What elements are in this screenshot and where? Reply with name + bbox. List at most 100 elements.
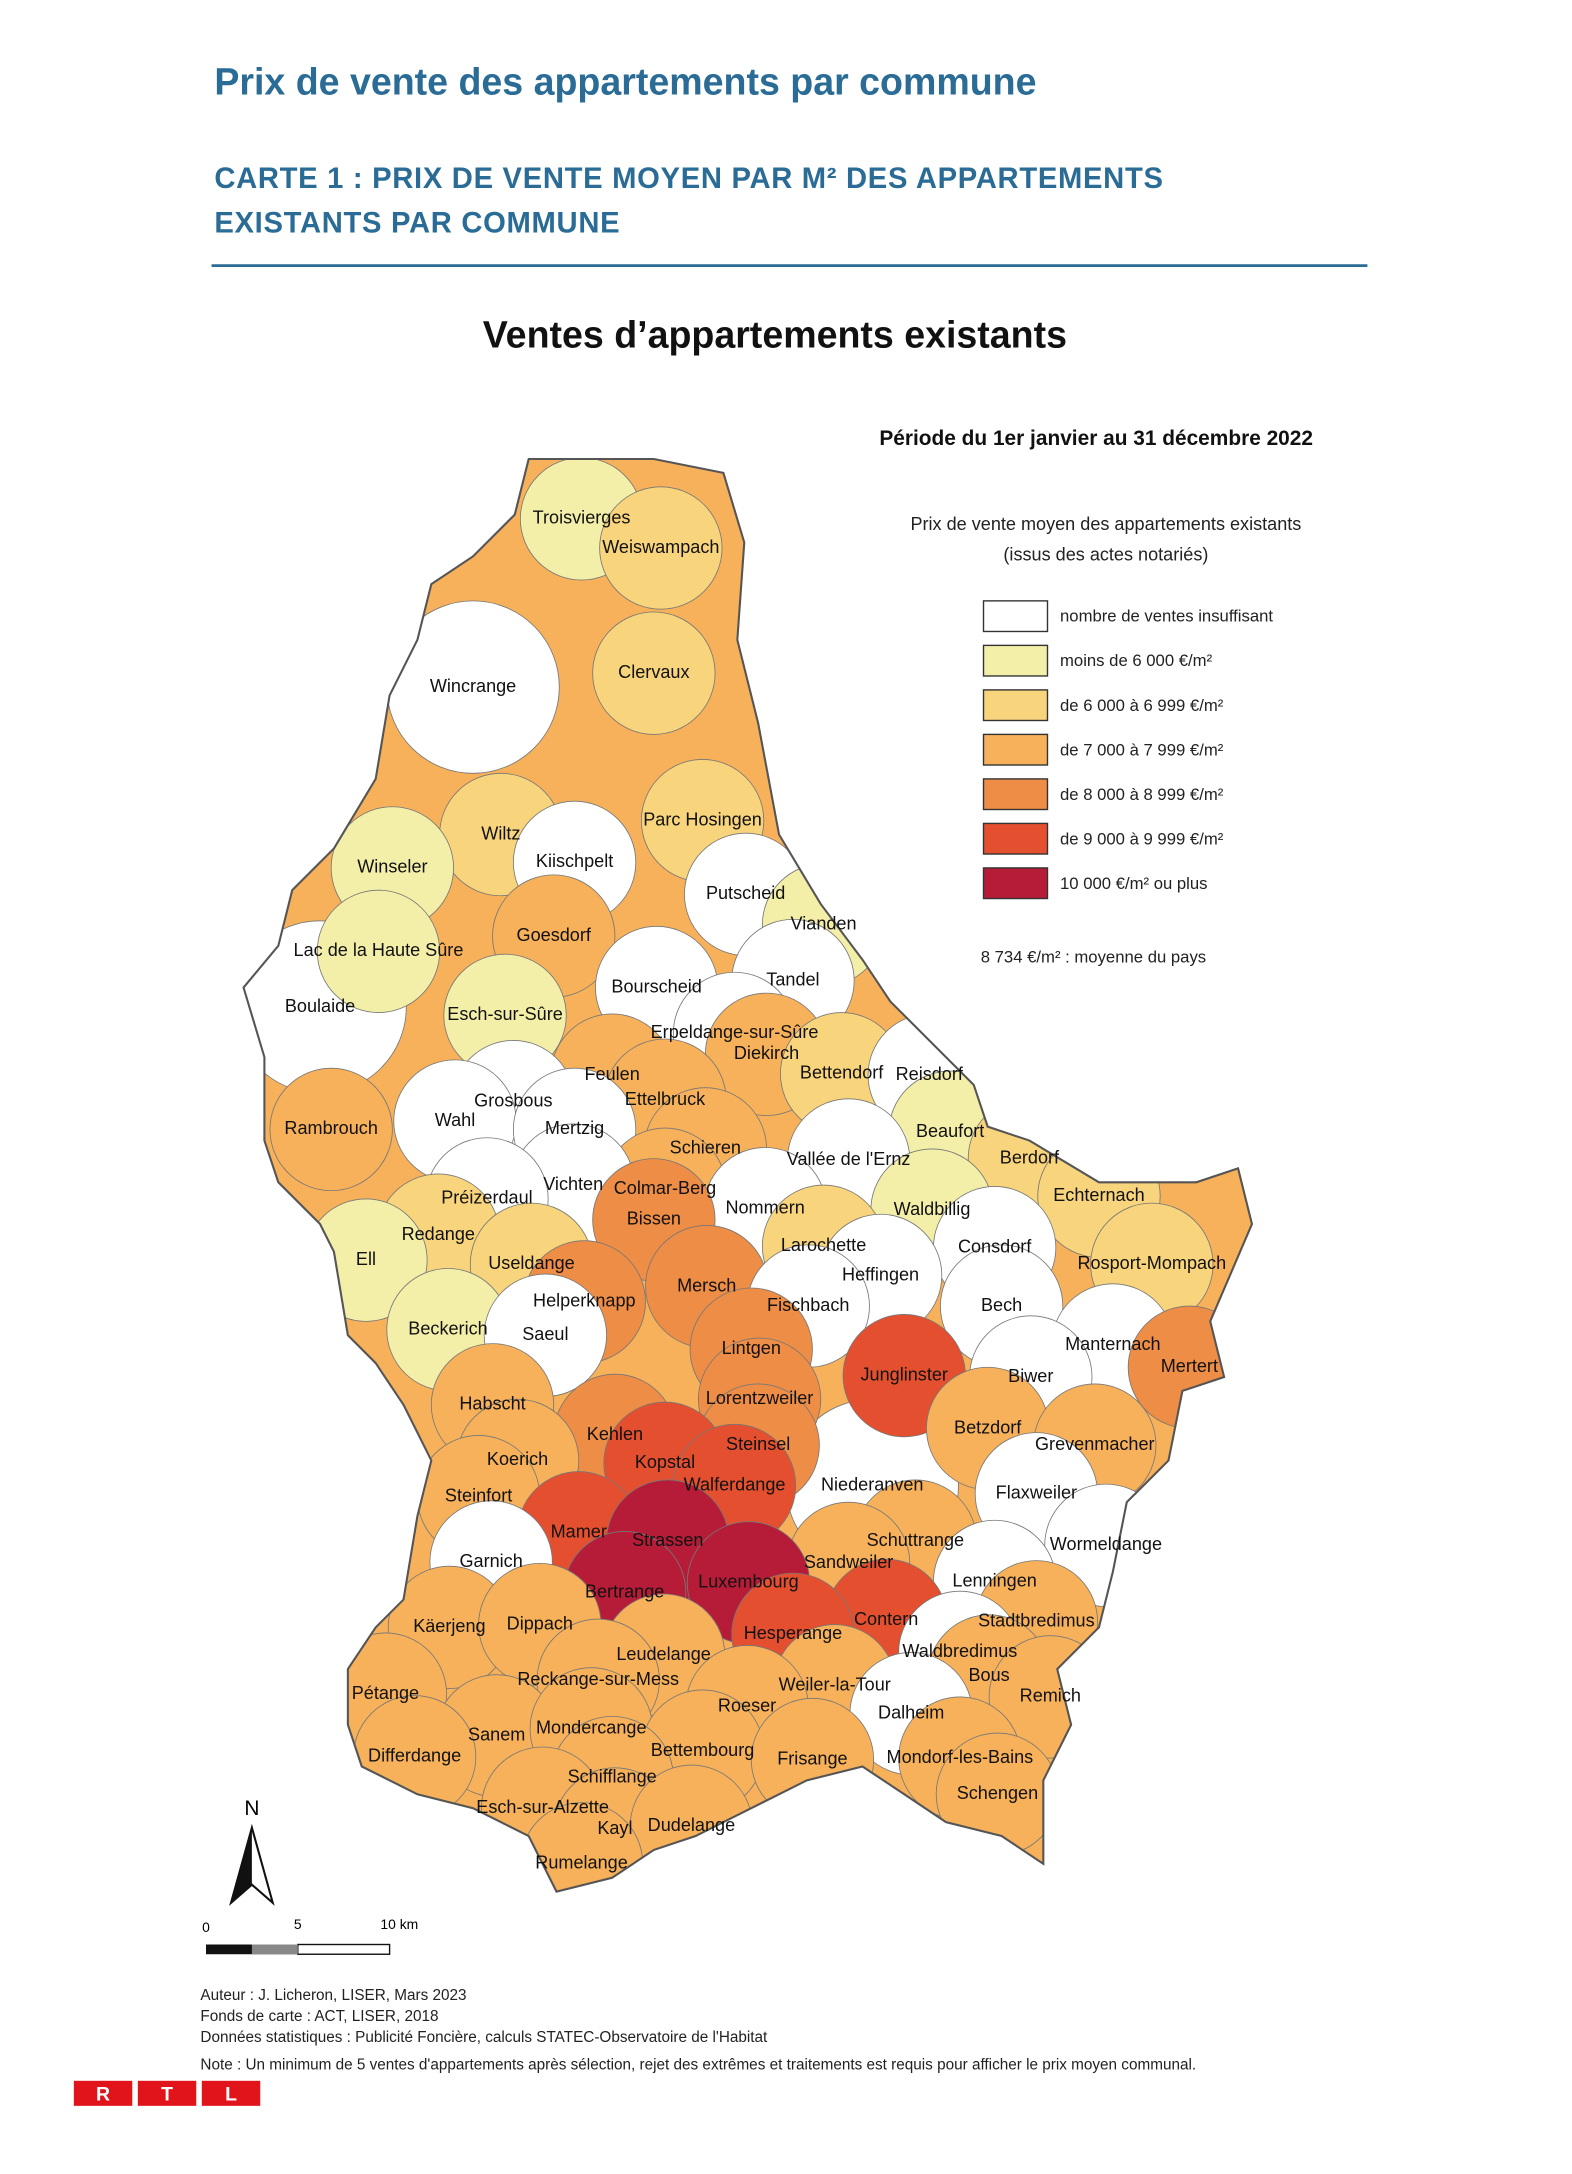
legend-label: de 6 000 à 6 999 €/m² <box>1060 696 1224 715</box>
legend-label: de 7 000 à 7 999 €/m² <box>1060 740 1224 759</box>
commune-label: Larochette <box>781 1235 866 1255</box>
legend-swatch <box>982 778 1049 811</box>
period: Période du 1er janvier au 31 décembre 20… <box>879 427 1313 450</box>
commune-label: Kopstal <box>635 1452 695 1472</box>
legend-title: Prix de vente moyen des appartements exi… <box>910 514 1301 534</box>
commune-label: Waldbillig <box>894 1199 971 1219</box>
commune-label: Kiischpelt <box>536 851 613 871</box>
credit-line: Fonds de carte : ACT, LISER, 2018 <box>200 2008 438 2025</box>
commune-label: Bech <box>981 1295 1022 1315</box>
commune-label: Wahl <box>435 1110 476 1130</box>
commune-label: Préizerdaul <box>441 1188 532 1208</box>
map-title: Ventes d’appartements existants <box>483 314 1067 356</box>
subtitle: EXISTANTS PAR COMMUNE <box>214 207 620 239</box>
legend-swatch <box>982 867 1049 900</box>
commune-label: Ell <box>356 1249 376 1269</box>
logo: R T L <box>73 2080 261 2106</box>
commune-label: Dalheim <box>878 1702 944 1722</box>
commune-area <box>316 889 441 1014</box>
credit-line: Auteur : J. Licheron, LISER, Mars 2023 <box>200 1987 466 2004</box>
commune-label: Lintgen <box>722 1338 781 1358</box>
credit-line: Note : Un minimum de 5 ventes d'appartem… <box>200 2057 1196 2074</box>
commune-label: Redange <box>402 1224 475 1244</box>
legend-title: (issus des actes notariés) <box>1003 545 1208 565</box>
commune-label: Goesdorf <box>517 925 592 945</box>
commune-label: Schengen <box>957 1783 1038 1803</box>
logo-letter: R <box>96 2083 110 2105</box>
commune-label: Weiswampach <box>602 537 719 557</box>
logo-box <box>137 2080 197 2106</box>
commune-label: Beaufort <box>916 1121 984 1141</box>
legend-label: nombre de ventes insuffisant <box>1060 607 1273 626</box>
commune-label: Mondercange <box>536 1718 647 1738</box>
commune-label: Remich <box>1020 1686 1081 1706</box>
commune-label: Colmar-Berg <box>614 1178 716 1198</box>
commune-area <box>592 611 716 735</box>
scale-label: 0 <box>202 1919 210 1935</box>
commune-label: Bourscheid <box>611 976 701 996</box>
north-label: N <box>244 1797 259 1820</box>
commune-label: Bous <box>968 1665 1009 1685</box>
north-arrow-half <box>231 1827 252 1903</box>
commune-label: Steinsel <box>726 1434 790 1454</box>
commune-label: Luxembourg <box>698 1572 799 1592</box>
commune-label: Betzdorf <box>954 1417 1022 1437</box>
commune-label: Wiltz <box>481 823 520 843</box>
commune-label: Contern <box>854 1609 918 1629</box>
commune-label: Koerich <box>487 1449 548 1469</box>
logo-box <box>73 2080 133 2106</box>
scale-label: 10 km <box>380 1916 418 1932</box>
commune-label: Erpeldange-sur-Sûre <box>651 1022 819 1042</box>
commune-label: Käerjeng <box>413 1616 485 1636</box>
commune-label: Lorentzweiler <box>706 1388 814 1408</box>
commune-label: Wormeldange <box>1050 1534 1162 1554</box>
legend-average: 8 734 €/m² : moyenne du pays <box>981 948 1206 967</box>
commune-label: Fischbach <box>767 1295 849 1315</box>
commune-label: Leudelange <box>616 1644 711 1664</box>
commune-label: Mondorf-les-Bains <box>887 1747 1034 1767</box>
page-title: Prix de vente des appartements par commu… <box>214 61 1036 103</box>
credit-line: Données statistiques : Publicité Foncièr… <box>200 2029 768 2046</box>
commune-label: Frisange <box>777 1748 847 1768</box>
commune-label: Grevenmacher <box>1035 1434 1155 1454</box>
scale-label: 5 <box>294 1916 302 1932</box>
legend-swatch <box>982 644 1049 677</box>
commune-label: Helperknapp <box>533 1291 636 1311</box>
logo-box <box>201 2080 261 2106</box>
commune-label: Berdorf <box>1000 1147 1060 1167</box>
commune-label: Manternach <box>1065 1334 1160 1354</box>
commune-label: Esch-sur-Alzette <box>476 1797 609 1817</box>
commune-label: Vallée de l'Ernz <box>787 1149 911 1169</box>
commune-label: Junglinster <box>861 1364 948 1384</box>
commune-label: Steinfort <box>445 1485 512 1505</box>
commune-label: Winseler <box>357 857 427 877</box>
commune-label: Flaxweiler <box>996 1483 1077 1503</box>
commune-label: Feulen <box>584 1064 639 1084</box>
map <box>243 459 1252 1892</box>
country-outline <box>242 457 1254 1893</box>
commune-label: Mertzig <box>545 1118 604 1138</box>
commune-label: Vianden <box>791 914 857 934</box>
commune-label: Saeul <box>522 1324 568 1344</box>
commune-label: Vichten <box>543 1174 603 1194</box>
commune-label: Putscheid <box>706 883 785 903</box>
commune-label: Beckerich <box>408 1318 487 1338</box>
commune-label: Pétange <box>352 1683 419 1703</box>
commune-label: Reckange-sur-Mess <box>517 1669 679 1689</box>
legend-swatch <box>982 689 1049 722</box>
commune-label: Sanem <box>468 1725 525 1745</box>
commune-label: Grosbous <box>474 1090 552 1110</box>
commune-area <box>269 1067 393 1192</box>
legend-swatch <box>982 733 1049 766</box>
commune-label: Esch-sur-Sûre <box>447 1004 563 1024</box>
commune-label: Roeser <box>718 1695 776 1715</box>
commune-label: Differdange <box>368 1746 461 1766</box>
commune-label: Kayl <box>597 1818 632 1838</box>
scale-segment <box>297 1943 391 1955</box>
scale-bar: 0 5 10 km <box>202 1916 418 1955</box>
commune-area <box>599 486 723 610</box>
commune-label: Tandel <box>766 969 819 989</box>
commune-label: Bettembourg <box>651 1740 755 1760</box>
commune-label: Dippach <box>507 1613 573 1633</box>
